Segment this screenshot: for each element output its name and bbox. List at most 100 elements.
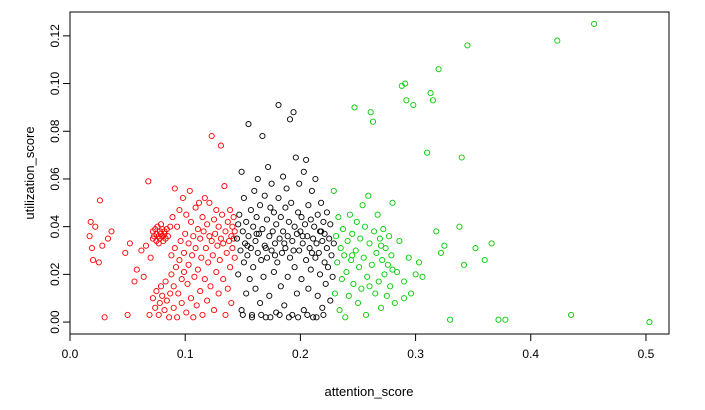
data-point bbox=[159, 292, 166, 299]
data-point bbox=[345, 292, 352, 299]
data-point bbox=[240, 194, 247, 202]
data-point bbox=[253, 214, 260, 221]
data-point bbox=[170, 283, 177, 290]
data-point bbox=[155, 311, 162, 318]
data-point bbox=[323, 209, 330, 216]
data-point bbox=[427, 90, 434, 97]
data-point bbox=[297, 228, 304, 235]
data-point bbox=[270, 268, 277, 276]
data-point bbox=[254, 249, 261, 256]
y-tick-label: 0.10 bbox=[48, 72, 62, 96]
data-point bbox=[388, 252, 395, 259]
data-point bbox=[259, 132, 266, 140]
data-point bbox=[291, 223, 298, 230]
data-point bbox=[223, 249, 230, 256]
data-point bbox=[376, 235, 383, 242]
data-point bbox=[224, 218, 231, 225]
data-point bbox=[192, 204, 199, 211]
data-point bbox=[254, 175, 261, 183]
data-point bbox=[217, 235, 224, 242]
data-point bbox=[229, 223, 236, 230]
data-point bbox=[178, 299, 185, 307]
data-point bbox=[343, 268, 350, 276]
data-point bbox=[277, 214, 284, 221]
data-point bbox=[194, 226, 201, 233]
data-point bbox=[251, 187, 258, 194]
data-point bbox=[262, 245, 269, 252]
data-point bbox=[310, 314, 317, 321]
data-point bbox=[231, 228, 238, 235]
data-point bbox=[216, 257, 223, 264]
data-point bbox=[208, 237, 215, 245]
data-point bbox=[235, 271, 242, 278]
data-point bbox=[182, 230, 189, 237]
data-point bbox=[252, 285, 259, 292]
data-point bbox=[222, 311, 229, 318]
data-point bbox=[191, 273, 198, 280]
data-point bbox=[313, 314, 320, 321]
data-point bbox=[122, 249, 129, 256]
data-point bbox=[221, 183, 228, 190]
data-point bbox=[168, 252, 175, 259]
data-point bbox=[169, 214, 176, 221]
data-point bbox=[180, 249, 188, 256]
data-point bbox=[381, 271, 388, 278]
data-point bbox=[262, 314, 269, 321]
data-point bbox=[374, 211, 381, 218]
data-point bbox=[295, 314, 302, 321]
data-point bbox=[278, 249, 286, 256]
data-point bbox=[189, 252, 196, 259]
data-point bbox=[329, 273, 336, 280]
data-point bbox=[176, 206, 183, 214]
data-point bbox=[177, 237, 184, 245]
data-point bbox=[180, 268, 188, 276]
x-tick-label: 0.4 bbox=[522, 347, 539, 361]
y-tick-label: 0.04 bbox=[48, 215, 62, 239]
data-point bbox=[212, 230, 219, 237]
data-point bbox=[248, 311, 256, 318]
data-point bbox=[260, 273, 267, 280]
data-point bbox=[435, 66, 442, 73]
data-point bbox=[89, 257, 97, 264]
data-point bbox=[437, 249, 444, 256]
data-point bbox=[389, 199, 396, 206]
data-point bbox=[174, 223, 181, 230]
data-point bbox=[377, 242, 385, 249]
data-point bbox=[227, 206, 234, 214]
data-point bbox=[286, 116, 294, 123]
data-point bbox=[247, 206, 254, 214]
data-point bbox=[286, 254, 294, 261]
data-point bbox=[266, 233, 273, 240]
data-point bbox=[215, 223, 222, 230]
data-point bbox=[199, 214, 206, 221]
data-point bbox=[357, 235, 364, 242]
data-point bbox=[314, 211, 321, 218]
data-point bbox=[187, 295, 195, 302]
data-point bbox=[323, 245, 330, 252]
data-point bbox=[359, 202, 366, 209]
data-point bbox=[197, 235, 204, 242]
data-point bbox=[319, 237, 326, 245]
data-point bbox=[185, 240, 192, 247]
data-point bbox=[96, 197, 103, 204]
data-point bbox=[554, 37, 561, 44]
data-point bbox=[319, 304, 326, 311]
data-point bbox=[366, 240, 373, 247]
data-point bbox=[456, 223, 463, 230]
data-point bbox=[261, 192, 268, 199]
data-point bbox=[291, 264, 298, 271]
data-point bbox=[360, 254, 367, 261]
data-point bbox=[86, 233, 93, 240]
data-point bbox=[326, 235, 333, 242]
data-point bbox=[257, 202, 264, 209]
data-point bbox=[410, 101, 417, 109]
data-point bbox=[353, 218, 360, 225]
data-point bbox=[419, 273, 426, 280]
data-point bbox=[281, 240, 288, 247]
data-point bbox=[495, 316, 502, 323]
data-point bbox=[229, 245, 236, 252]
x-axis-label: attention_score bbox=[325, 384, 414, 399]
data-point bbox=[131, 278, 138, 285]
data-point bbox=[269, 228, 276, 235]
